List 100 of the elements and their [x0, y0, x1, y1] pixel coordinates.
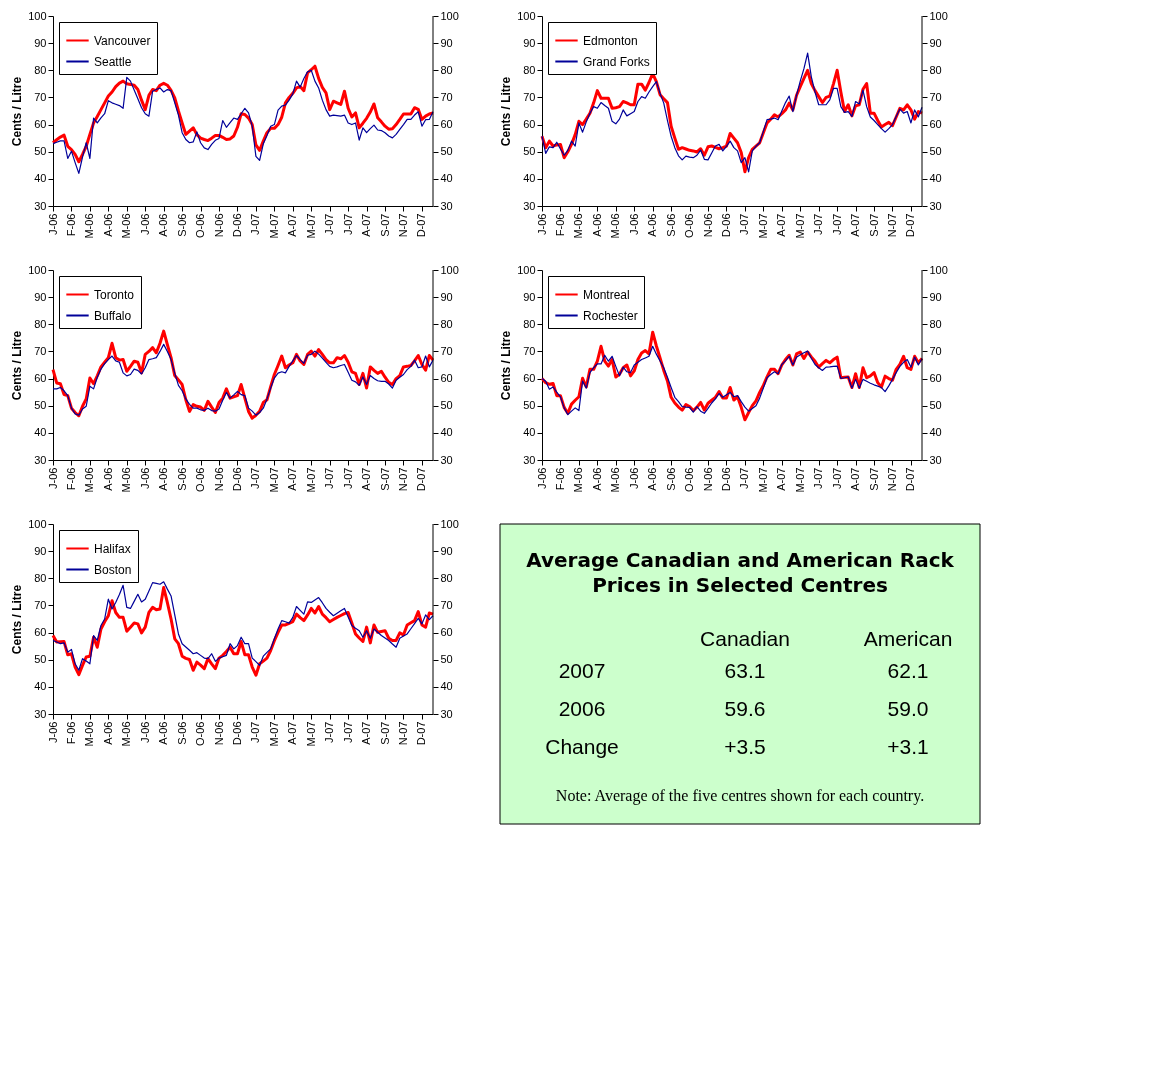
- x-tick-label: A-07: [360, 467, 373, 491]
- x-tick-label: S-07: [378, 467, 391, 491]
- y-tick-label: 90: [34, 544, 47, 557]
- x-tick-label: J-07: [249, 213, 262, 235]
- x-tick-label: S-07: [867, 467, 880, 491]
- x-tick-label: M-07: [267, 467, 280, 493]
- y2-tick-label: 90: [440, 290, 453, 303]
- y-tick-label: 60: [523, 118, 536, 131]
- y2-tick-label: 100: [929, 263, 948, 276]
- y2-tick-label: 70: [440, 344, 453, 357]
- x-tick-label: J-06: [535, 467, 548, 489]
- y-tick-label: 30: [523, 199, 536, 212]
- x-tick-label: A-06: [157, 721, 170, 745]
- x-tick-label: J-07: [341, 467, 354, 489]
- y-axis-title: Cents / Litre: [10, 584, 25, 655]
- y-tick-label: 30: [34, 707, 47, 720]
- y2-tick-label: 60: [929, 372, 942, 385]
- x-tick-label: N-07: [396, 721, 409, 746]
- y-tick-label: 90: [34, 290, 47, 303]
- x-tick-label: S-07: [378, 721, 391, 745]
- series-label: Canadian: [700, 627, 790, 650]
- x-tick-label: D-07: [904, 213, 917, 238]
- x-tick-label: M-06: [572, 467, 585, 493]
- x-tick-label: J-06: [138, 213, 151, 235]
- y-tick-label: 70: [523, 90, 536, 103]
- y2-tick-label: 50: [440, 653, 453, 666]
- x-tick-label: J-06: [138, 721, 151, 743]
- y2-tick-label: 50: [440, 399, 453, 412]
- x-tick-label: J-06: [138, 467, 151, 489]
- y2-tick-label: 30: [440, 707, 453, 720]
- x-tick-label: A-06: [101, 467, 114, 491]
- y-tick-label: 60: [34, 372, 47, 385]
- y-tick-label: 50: [523, 399, 536, 412]
- y-tick-label: 80: [34, 63, 47, 76]
- category-label: 2006: [558, 697, 606, 720]
- x-tick-label: M-07: [756, 213, 769, 239]
- x-tick-label: D-07: [415, 721, 428, 746]
- x-tick-label: M-07: [756, 467, 769, 493]
- x-tick-label: M-06: [120, 213, 133, 239]
- y2-tick-label: 40: [929, 426, 942, 439]
- y-axis-title: Cents / Litre: [499, 76, 514, 147]
- y-tick-label: 100: [28, 517, 47, 530]
- y-tick-label: 60: [34, 626, 47, 639]
- y2-tick-label: 30: [929, 199, 942, 212]
- y2-tick-label: 40: [440, 680, 453, 693]
- y-tick-label: 40: [523, 426, 536, 439]
- x-tick-label: O-06: [683, 213, 696, 238]
- x-tick-label: D-06: [719, 213, 732, 238]
- x-tick-label: A-07: [286, 721, 299, 745]
- legend-label: Grand Forks: [583, 54, 650, 69]
- y-tick-label: 80: [523, 317, 536, 330]
- x-tick-label: N-06: [212, 467, 225, 492]
- data-label: 62.1: [887, 659, 929, 682]
- x-tick-label: D-07: [415, 213, 428, 238]
- y-tick-label: 100: [28, 263, 47, 276]
- x-tick-label: A-06: [590, 467, 603, 491]
- x-tick-label: F-06: [553, 213, 566, 237]
- x-tick-label: J-07: [249, 467, 262, 489]
- y2-tick-label: 100: [929, 9, 948, 22]
- y2-tick-label: 80: [929, 63, 942, 76]
- y2-tick-label: 70: [929, 90, 942, 103]
- x-tick-label: A-06: [646, 213, 659, 237]
- x-tick-label: J-07: [341, 721, 354, 743]
- y-tick-label: 40: [34, 172, 47, 185]
- x-tick-label: D-06: [230, 213, 243, 238]
- x-tick-label: J-07: [249, 721, 262, 743]
- x-tick-label: J-07: [738, 467, 751, 489]
- legend-label: Toronto: [94, 287, 135, 302]
- y-tick-label: 40: [34, 680, 47, 693]
- y2-tick-label: 60: [440, 118, 453, 131]
- y-tick-label: 40: [34, 426, 47, 439]
- x-tick-label: N-06: [701, 467, 714, 492]
- y-axis-title: Cents / Litre: [10, 76, 25, 147]
- x-tick-label: N-07: [885, 467, 898, 492]
- y-tick-label: 100: [517, 263, 536, 276]
- y2-tick-label: 70: [440, 90, 453, 103]
- x-tick-label: S-06: [664, 213, 677, 237]
- y-tick-label: 80: [523, 63, 536, 76]
- y2-tick-label: 50: [929, 145, 942, 158]
- x-tick-label: D-07: [415, 467, 428, 492]
- x-tick-label: M-06: [83, 213, 96, 239]
- x-tick-label: M-06: [572, 213, 585, 239]
- y2-tick-label: 70: [440, 598, 453, 611]
- data-label: +3.5: [724, 735, 766, 758]
- y-axis-title: Cents / Litre: [499, 330, 514, 401]
- x-tick-label: J-06: [627, 213, 640, 235]
- x-tick-label: S-06: [664, 467, 677, 491]
- x-tick-label: S-07: [378, 213, 391, 237]
- x-tick-label: M-07: [793, 467, 806, 493]
- legend-label: Seattle: [94, 54, 132, 69]
- y-tick-label: 50: [34, 145, 47, 158]
- x-tick-label: M-06: [609, 467, 622, 493]
- x-tick-label: A-07: [849, 213, 862, 237]
- y2-tick-label: 30: [440, 199, 453, 212]
- y-tick-label: 70: [34, 90, 47, 103]
- y2-tick-label: 70: [929, 344, 942, 357]
- y2-tick-label: 100: [440, 517, 459, 530]
- x-tick-label: J-07: [812, 467, 825, 489]
- category-label: Change: [545, 735, 619, 758]
- x-tick-label: J-06: [46, 721, 59, 743]
